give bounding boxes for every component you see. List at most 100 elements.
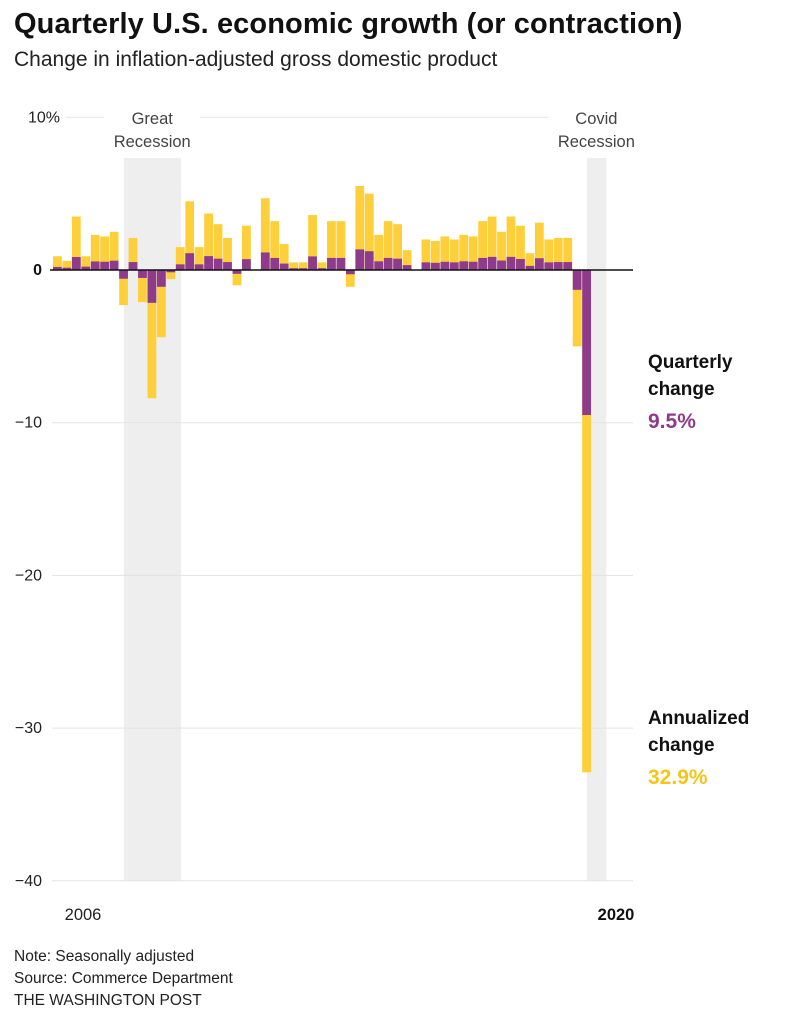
- quarterly-bar: [355, 249, 365, 270]
- quarterly-bar: [62, 267, 72, 270]
- quarterly-bar: [279, 263, 289, 270]
- annualized-bar: [128, 237, 138, 270]
- quarterly-bar: [185, 253, 195, 270]
- chart-title: Quarterly U.S. economic growth (or contr…: [14, 8, 683, 40]
- quarterly-bar: [506, 256, 516, 270]
- annualized-bar: [185, 201, 195, 270]
- quarterly-bar: [156, 270, 166, 287]
- quarterly-bar: [194, 264, 204, 270]
- quarterly-bar: [459, 261, 469, 270]
- annualized-bar: [525, 253, 535, 270]
- annualized-bar: [308, 215, 317, 270]
- footnote: Note: Seasonally adjusted: [14, 948, 195, 965]
- annotation-label: Annualized: [648, 708, 749, 729]
- annualized-bar: [317, 262, 327, 270]
- quarterly-bar: [90, 261, 100, 270]
- quarterly-bar: [402, 265, 412, 270]
- y-tick-label: 10%: [28, 109, 60, 126]
- annualized-bar: [449, 239, 459, 270]
- annualized-bar: [431, 240, 440, 270]
- annualized-bar: [327, 221, 336, 270]
- quarterly-bar: [336, 257, 346, 270]
- quarterly-bar: [516, 259, 525, 270]
- annualized-bar: [242, 225, 251, 270]
- gdp-bar-chart: 10% 0 −10 −20 −30 −40 Great Recession Covid Reces…: [14, 104, 750, 924]
- annualized-bar: [421, 239, 431, 270]
- quarterly-bar: [53, 266, 62, 270]
- annualized-bar: [459, 234, 469, 270]
- quarterly-bar: [431, 262, 440, 270]
- annotation-value: 9.5%: [648, 410, 696, 433]
- recession-label: Recession: [114, 133, 191, 151]
- annualized-bar: [194, 247, 204, 270]
- annualized-bar: [213, 224, 223, 270]
- annualized-bar: [402, 250, 412, 270]
- quarterly-bar: [166, 270, 176, 273]
- annualized-bar: [109, 231, 119, 270]
- annualized-bar: [204, 213, 213, 270]
- annualized-bar: [119, 270, 128, 306]
- y-tick-label: −40: [15, 873, 42, 890]
- annualized-bar: [345, 270, 355, 287]
- quarterly-bar: [374, 261, 384, 270]
- annotation-label: change: [648, 379, 715, 400]
- x-tick-label: 2006: [65, 906, 102, 924]
- quarterly-bar: [175, 264, 185, 270]
- annualized-bar: [81, 256, 91, 270]
- quarterly-bar: [327, 257, 336, 270]
- quarterly-bar: [525, 265, 535, 270]
- annotation-value: 32.9%: [648, 766, 708, 789]
- quarterly-bar: [81, 266, 91, 270]
- quarterly-bar: [289, 268, 299, 270]
- quarterly-bar: [478, 257, 488, 270]
- annualized-bar: [516, 225, 525, 270]
- quarterly-bar: [440, 261, 450, 270]
- quarterly-bar: [100, 261, 110, 270]
- annualized-bar: [90, 234, 100, 270]
- quarterly-bar: [364, 251, 374, 270]
- quarterly-bar: [119, 270, 128, 279]
- annualized-bar: [147, 270, 157, 399]
- recession-shade: [586, 158, 607, 881]
- annualized-bar: [487, 216, 497, 270]
- quarterly-bar: [308, 256, 317, 270]
- annualized-bar: [572, 270, 582, 347]
- y-tick-label: 0: [33, 262, 42, 279]
- quarterly-bar: [572, 270, 582, 290]
- annualized-bar: [355, 186, 365, 270]
- quarterly-bar: [383, 257, 393, 270]
- quarterly-bar: [204, 256, 213, 270]
- y-tick-label: −20: [15, 567, 42, 584]
- quarterly-bar: [487, 256, 497, 270]
- annualized-bar: [393, 224, 402, 270]
- recession-label: Recession: [558, 133, 635, 151]
- annualized-bar: [298, 262, 308, 270]
- annualized-bar: [468, 236, 478, 270]
- annualized-bar: [383, 221, 393, 270]
- x-tick-label: 2020: [598, 906, 635, 924]
- quarterly-bar: [544, 262, 554, 270]
- quarterly-bar: [421, 262, 431, 270]
- annotation-label: Quarterly: [648, 352, 733, 373]
- quarterly-bar: [468, 261, 478, 270]
- quarterly-bar: [223, 262, 232, 270]
- quarterly-bar: [270, 257, 280, 270]
- annualized-bar: [336, 221, 346, 270]
- annualized-bar: [440, 236, 450, 270]
- annualized-bar: [232, 270, 242, 286]
- source-line: Source: Commerce Department: [14, 970, 233, 987]
- annualized-bar: [71, 216, 81, 270]
- annualized-bar: [138, 270, 147, 303]
- annualized-bar: [53, 256, 62, 270]
- recession-label-bg: [548, 104, 645, 150]
- annualized-bar: [553, 237, 563, 270]
- publisher-credit: THE WASHINGTON POST: [14, 992, 202, 1009]
- quarterly-bar: [345, 270, 355, 275]
- quarterly-bar: [563, 262, 573, 270]
- quarterly-bar: [449, 262, 459, 270]
- quarterly-bar: [393, 258, 402, 270]
- annualized-bar: [534, 222, 544, 270]
- annualized-bar: [506, 216, 516, 270]
- annualized-bar: [270, 221, 280, 270]
- recession-label: Covid: [575, 110, 617, 128]
